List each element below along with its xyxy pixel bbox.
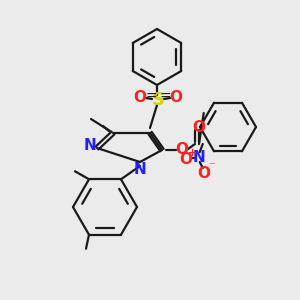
Text: O: O — [169, 91, 182, 106]
Text: O: O — [179, 152, 192, 166]
Text: S: S — [152, 91, 164, 109]
Text: O: O — [176, 142, 188, 158]
Text: N: N — [84, 139, 96, 154]
Text: O: O — [193, 119, 206, 134]
Text: O: O — [197, 166, 210, 181]
Text: =: = — [159, 90, 171, 104]
Text: N: N — [192, 149, 205, 164]
Text: O: O — [134, 91, 146, 106]
Text: N: N — [134, 161, 146, 176]
Text: ⁻: ⁻ — [208, 160, 215, 173]
Text: =: = — [145, 90, 157, 104]
Text: +: + — [188, 148, 197, 158]
